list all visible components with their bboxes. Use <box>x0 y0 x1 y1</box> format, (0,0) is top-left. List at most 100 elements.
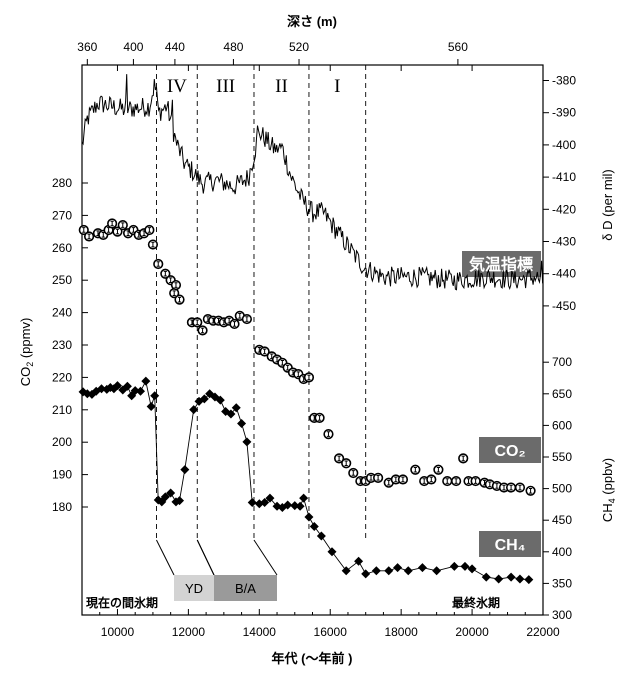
co2-point <box>160 268 171 279</box>
co2-tick-label: 180 <box>52 500 72 514</box>
co2-point <box>470 475 481 487</box>
co2-point <box>303 372 315 383</box>
ba-label: B/A <box>235 581 256 596</box>
co2-error-bar <box>195 319 199 326</box>
x-tick-label: 18000 <box>384 625 418 639</box>
stage-label: II <box>275 76 288 97</box>
co2-point <box>144 224 155 236</box>
co2-point <box>348 467 359 479</box>
left-axis-title: CO2 (ppmv) <box>18 318 35 387</box>
co2-tag-label: CO₂ <box>494 443 525 460</box>
ba-connector-left <box>196 539 215 576</box>
ch4-point <box>160 492 170 502</box>
stage-label: IV <box>167 76 187 97</box>
co2-point <box>410 464 421 475</box>
ch4-point <box>299 493 309 503</box>
co2-error-bar <box>151 241 155 248</box>
co2-error-bar <box>461 455 465 462</box>
co2-error-bar <box>445 478 449 484</box>
dd-tick-label: -390 <box>552 106 576 120</box>
ch4-point <box>112 381 122 391</box>
ch4-tick-label: 350 <box>552 576 572 590</box>
ch4-tick-label: 600 <box>552 418 572 432</box>
dd-tick-label: -450 <box>552 299 576 313</box>
co2-point <box>153 258 164 270</box>
yd-box <box>174 575 214 601</box>
ch4-point <box>290 501 300 511</box>
co2-tick-label: 270 <box>52 208 72 222</box>
co2-error-bar <box>238 313 242 319</box>
x-tick-label: 14000 <box>243 625 277 639</box>
co2-error-bar <box>401 476 405 483</box>
ch4-tick-label: 650 <box>552 387 572 401</box>
co2-point <box>390 474 401 485</box>
co2-point <box>241 313 252 325</box>
top-axis-title: 深さ (m) <box>287 14 337 29</box>
co2-tick-label: 220 <box>52 370 72 384</box>
co2-tag: CO₂ <box>479 437 541 463</box>
co2-point <box>397 474 409 485</box>
x-tick-label: 20000 <box>455 625 489 639</box>
co2-error-bar <box>121 222 125 228</box>
depth-tick-label: 400 <box>123 40 143 54</box>
co2-error-bar <box>307 374 311 381</box>
ch4-point <box>515 574 525 584</box>
yd-connector-left <box>156 539 175 576</box>
ch4-point <box>150 391 160 401</box>
co2-error-bar <box>509 484 513 491</box>
co2-point <box>192 317 203 328</box>
co2-error-bar <box>245 316 249 322</box>
ch4-point <box>393 563 403 573</box>
temperature-line <box>81 74 544 291</box>
ch4-point <box>283 500 293 510</box>
x-tick-label: 22000 <box>526 625 560 639</box>
ch4-point <box>327 547 337 557</box>
co2-point <box>341 458 352 469</box>
ch4-tick-label: 550 <box>552 450 572 464</box>
ch4-point <box>141 376 151 386</box>
co2-error-bar <box>466 478 471 484</box>
ch4-point <box>97 384 107 394</box>
right-axis-bottom-title: CH4 (ppbv) <box>600 458 617 522</box>
ch4-point <box>265 493 275 503</box>
co2-error-bar <box>474 478 478 484</box>
ch4-tag: CH₄ <box>479 531 541 557</box>
co2-error-bar <box>376 475 380 481</box>
ba-box <box>214 575 277 601</box>
co2-point <box>229 318 240 330</box>
co2-point <box>451 475 462 487</box>
ch4-point <box>354 556 364 566</box>
co2-point <box>505 482 517 493</box>
stage-boundaries <box>156 65 367 538</box>
co2-error-bar <box>413 466 417 473</box>
ch4-tick-label: 400 <box>552 545 572 559</box>
ch4-point <box>417 563 427 573</box>
co2-tick-label: 280 <box>52 176 72 190</box>
depth-tick-label: 480 <box>223 40 243 54</box>
co2-point <box>514 482 526 493</box>
ch4-point <box>136 386 146 396</box>
ch4-point <box>166 488 176 498</box>
co2-point <box>78 224 89 236</box>
co2-error-bar <box>518 484 522 491</box>
stage-label: I <box>334 76 340 97</box>
co2-error-bar <box>317 415 322 421</box>
co2-error-bar <box>394 476 398 483</box>
co2-series <box>78 218 536 496</box>
ch4-point <box>215 395 225 405</box>
axes: 10000 12000 14000 16000 18000 20000 22000 360 40… <box>52 40 576 639</box>
ch4-point <box>242 437 252 447</box>
ch4-point <box>494 574 504 584</box>
temperature-series <box>81 74 544 291</box>
co2-point <box>525 485 536 496</box>
ch4-point <box>146 401 156 411</box>
co2-error-bar <box>115 228 120 235</box>
co2-error-bar <box>163 270 167 277</box>
dd-tick-label: -380 <box>552 74 576 88</box>
co2-point <box>373 472 384 483</box>
ch4-point <box>130 386 140 396</box>
ch4-point <box>180 465 190 475</box>
co2-tag-box <box>479 437 541 463</box>
ch4-point <box>371 566 381 576</box>
